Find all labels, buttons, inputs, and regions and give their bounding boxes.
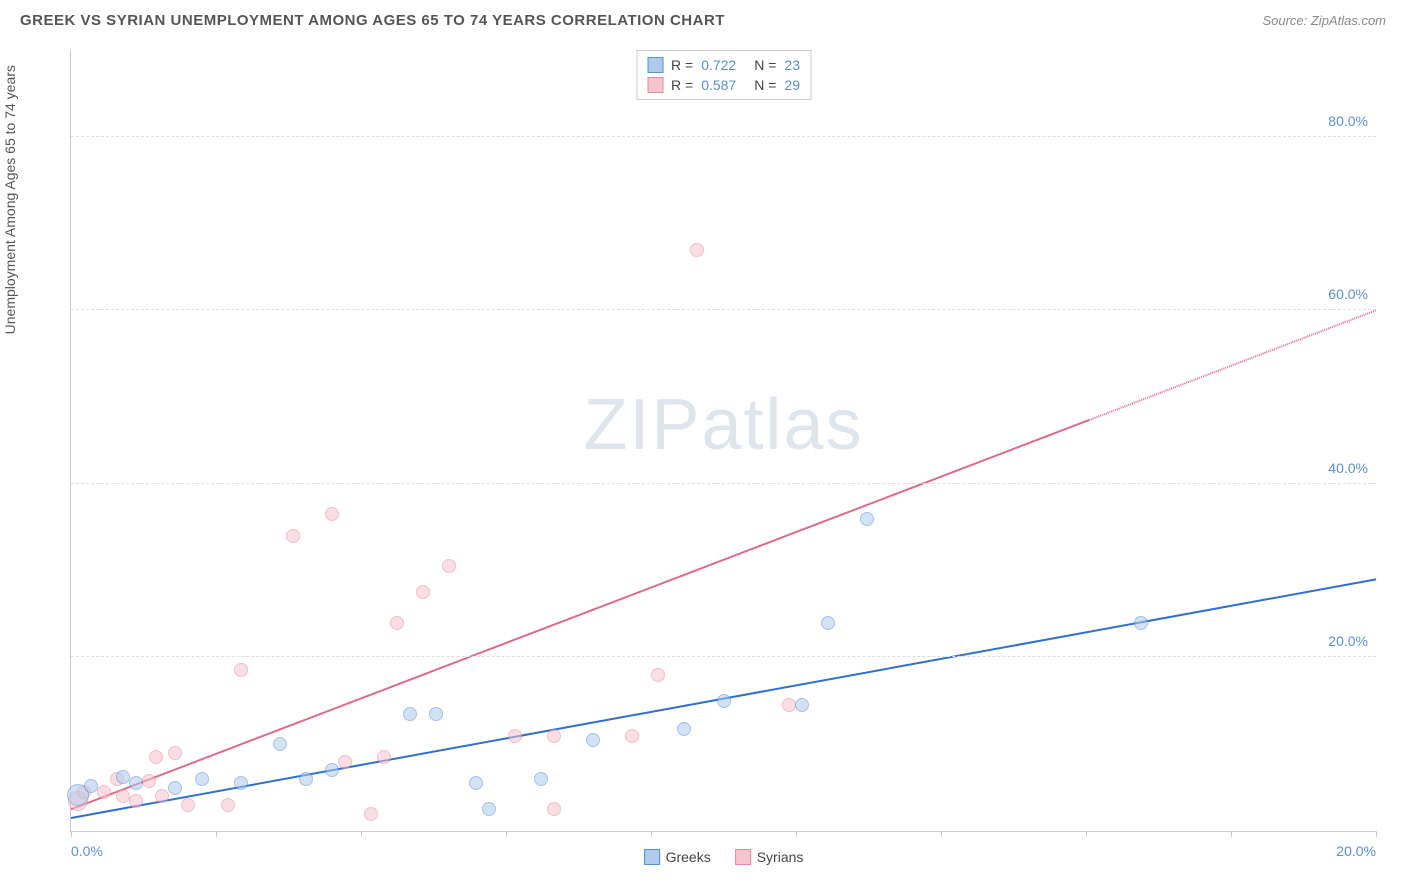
plot-area: ZIPatlas R =0.722N =23R =0.587N =29 Gree… bbox=[70, 50, 1376, 832]
watermark-text-a: ZIP bbox=[583, 385, 701, 465]
greeks-point bbox=[534, 772, 548, 786]
syrians-point bbox=[390, 616, 404, 630]
greeks-point bbox=[129, 776, 143, 790]
y-tick-label: 60.0% bbox=[1328, 286, 1368, 302]
series-legend-item: Greeks bbox=[644, 849, 711, 865]
syrians-point bbox=[442, 559, 456, 573]
greeks-point bbox=[860, 512, 874, 526]
syrians-point bbox=[377, 750, 391, 764]
x-tick-mark bbox=[796, 831, 797, 837]
syrians-point bbox=[508, 729, 522, 743]
watermark-text-b: atlas bbox=[701, 385, 863, 465]
syrians-point bbox=[234, 663, 248, 677]
syrians-point bbox=[547, 802, 561, 816]
source-label: Source: ZipAtlas.com bbox=[1262, 13, 1386, 28]
chart-title: GREEK VS SYRIAN UNEMPLOYMENT AMONG AGES … bbox=[20, 12, 725, 29]
gridline bbox=[71, 136, 1376, 137]
legend-swatch bbox=[647, 57, 663, 73]
legend-n-value: 29 bbox=[784, 77, 800, 93]
x-tick-mark bbox=[71, 831, 72, 837]
syrians-point bbox=[221, 798, 235, 812]
x-tick-mark bbox=[216, 831, 217, 837]
legend-row: R = 0.587 N = 29 bbox=[647, 75, 800, 95]
syrians-point bbox=[97, 785, 111, 799]
syrians-point bbox=[782, 698, 796, 712]
x-tick-mark bbox=[361, 831, 362, 837]
legend-r-value: 0.722 bbox=[701, 57, 736, 73]
legend-n-label: N = bbox=[754, 57, 776, 73]
x-tick-mark bbox=[651, 831, 652, 837]
syrians-point bbox=[286, 529, 300, 543]
x-tick-mark bbox=[506, 831, 507, 837]
syrians-point bbox=[651, 668, 665, 682]
syrians-point bbox=[364, 807, 378, 821]
x-tick-mark bbox=[941, 831, 942, 837]
greeks-point bbox=[195, 772, 209, 786]
x-tick-label: 20.0% bbox=[1336, 843, 1376, 859]
correlation-legend: R = 0.722 N = 23 R = 0.587 N = 29 bbox=[636, 50, 811, 100]
series-legend-label: Greeks bbox=[666, 849, 711, 865]
syrians-point bbox=[338, 755, 352, 769]
greeks-point bbox=[116, 770, 130, 784]
greeks-point bbox=[821, 616, 835, 630]
series-legend: Greeks Syrians bbox=[644, 849, 804, 865]
greeks-point bbox=[1134, 616, 1148, 630]
y-tick-label: 80.0% bbox=[1328, 113, 1368, 129]
x-tick-mark bbox=[1231, 831, 1232, 837]
legend-r-value: 0.587 bbox=[701, 77, 736, 93]
chart-container: Unemployment Among Ages 65 to 74 years Z… bbox=[20, 40, 1386, 882]
greeks-point bbox=[403, 707, 417, 721]
legend-r-label: R = bbox=[671, 57, 693, 73]
greeks-point bbox=[469, 776, 483, 790]
syrians-point bbox=[149, 750, 163, 764]
syrians-point bbox=[155, 789, 169, 803]
legend-n-value: 23 bbox=[784, 57, 800, 73]
greeks-point bbox=[717, 694, 731, 708]
y-tick-label: 40.0% bbox=[1328, 460, 1368, 476]
syrians-point bbox=[325, 507, 339, 521]
gridline bbox=[71, 656, 1376, 657]
greeks-point bbox=[677, 722, 691, 736]
greeks-point bbox=[482, 802, 496, 816]
x-tick-label: 0.0% bbox=[71, 843, 103, 859]
greeks-point bbox=[795, 698, 809, 712]
greeks-point bbox=[429, 707, 443, 721]
syrians-point bbox=[181, 798, 195, 812]
greeks-point bbox=[299, 772, 313, 786]
syrians-point bbox=[116, 789, 130, 803]
gridline bbox=[71, 483, 1376, 484]
series-legend-item: Syrians bbox=[735, 849, 804, 865]
greeks-point bbox=[325, 763, 339, 777]
x-tick-mark bbox=[1376, 831, 1377, 837]
syrians-point bbox=[168, 746, 182, 760]
syrians-point bbox=[547, 729, 561, 743]
x-tick-mark bbox=[1086, 831, 1087, 837]
series-legend-swatch bbox=[644, 849, 660, 865]
syrians-point bbox=[690, 243, 704, 257]
legend-r-label: R = bbox=[671, 77, 693, 93]
greeks-point bbox=[84, 779, 98, 793]
legend-swatch bbox=[647, 77, 663, 93]
series-legend-swatch bbox=[735, 849, 751, 865]
syrians-point bbox=[142, 774, 156, 788]
series-legend-label: Syrians bbox=[757, 849, 804, 865]
syrians-point bbox=[416, 585, 430, 599]
greeks-point bbox=[586, 733, 600, 747]
syrians-point bbox=[625, 729, 639, 743]
gridline bbox=[71, 309, 1376, 310]
greeks-point bbox=[168, 781, 182, 795]
legend-row: R = 0.722 N = 23 bbox=[647, 55, 800, 75]
y-tick-label: 20.0% bbox=[1328, 633, 1368, 649]
watermark: ZIPatlas bbox=[583, 384, 863, 466]
trend-lines bbox=[71, 50, 1376, 831]
y-axis-label: Unemployment Among Ages 65 to 74 years bbox=[2, 65, 18, 334]
greeks-point bbox=[234, 776, 248, 790]
legend-n-label: N = bbox=[754, 77, 776, 93]
greeks-point bbox=[273, 737, 287, 751]
syrians-point bbox=[129, 794, 143, 808]
